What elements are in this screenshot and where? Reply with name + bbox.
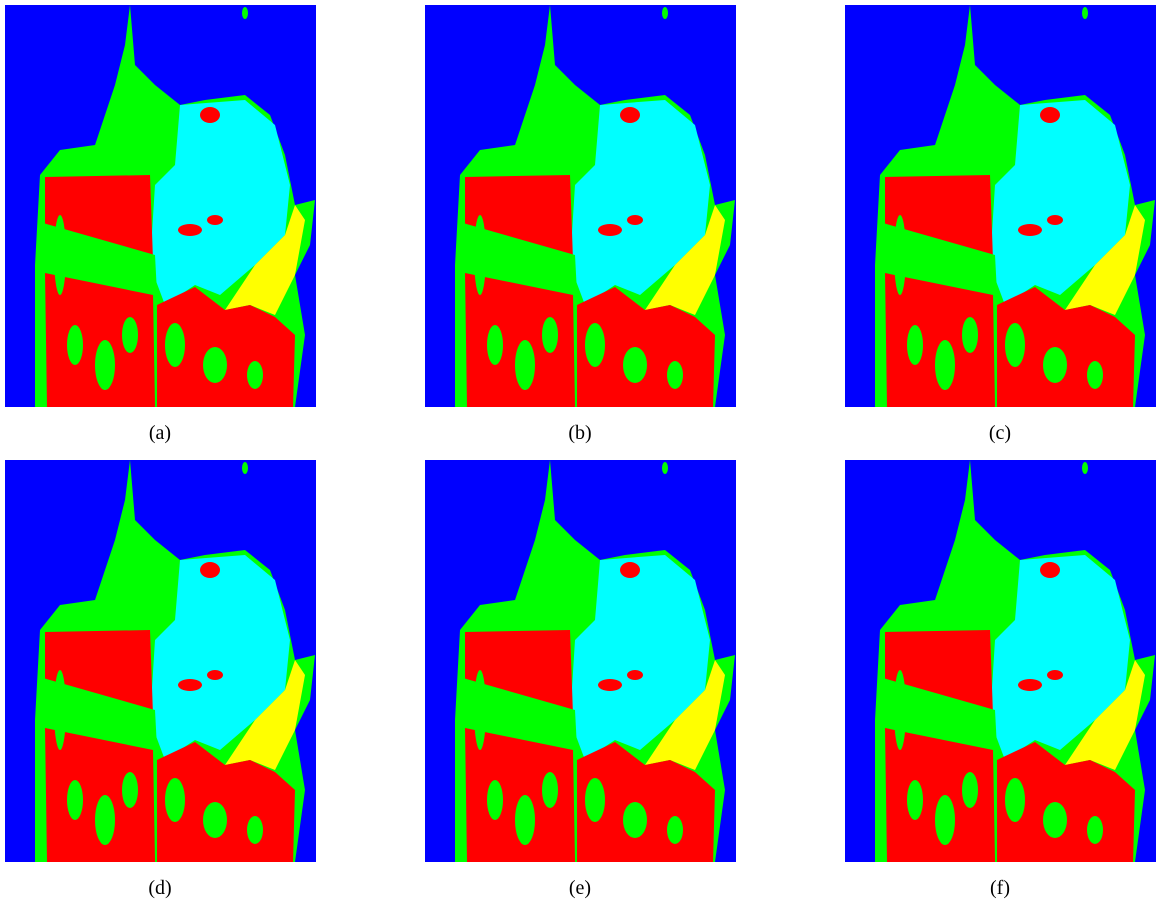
panel-caption: (e) (569, 877, 591, 899)
panel-caption: (f) (990, 877, 1010, 899)
classification-map (425, 5, 736, 407)
panel-f: (f) (845, 460, 1156, 899)
classification-map (5, 460, 316, 862)
panel-a: (a) (5, 5, 316, 444)
panel-c: (c) (845, 5, 1156, 444)
panel-caption: (b) (568, 422, 591, 444)
panel-caption: (a) (149, 422, 171, 444)
panel-caption: (d) (148, 877, 171, 899)
classification-map (425, 460, 736, 862)
classification-map (5, 5, 316, 407)
panel-caption: (c) (989, 422, 1011, 444)
panel-d: (d) (5, 460, 316, 899)
classification-map (845, 5, 1156, 407)
classification-map (845, 460, 1156, 862)
panel-e: (e) (425, 460, 736, 899)
panel-b: (b) (425, 5, 736, 444)
